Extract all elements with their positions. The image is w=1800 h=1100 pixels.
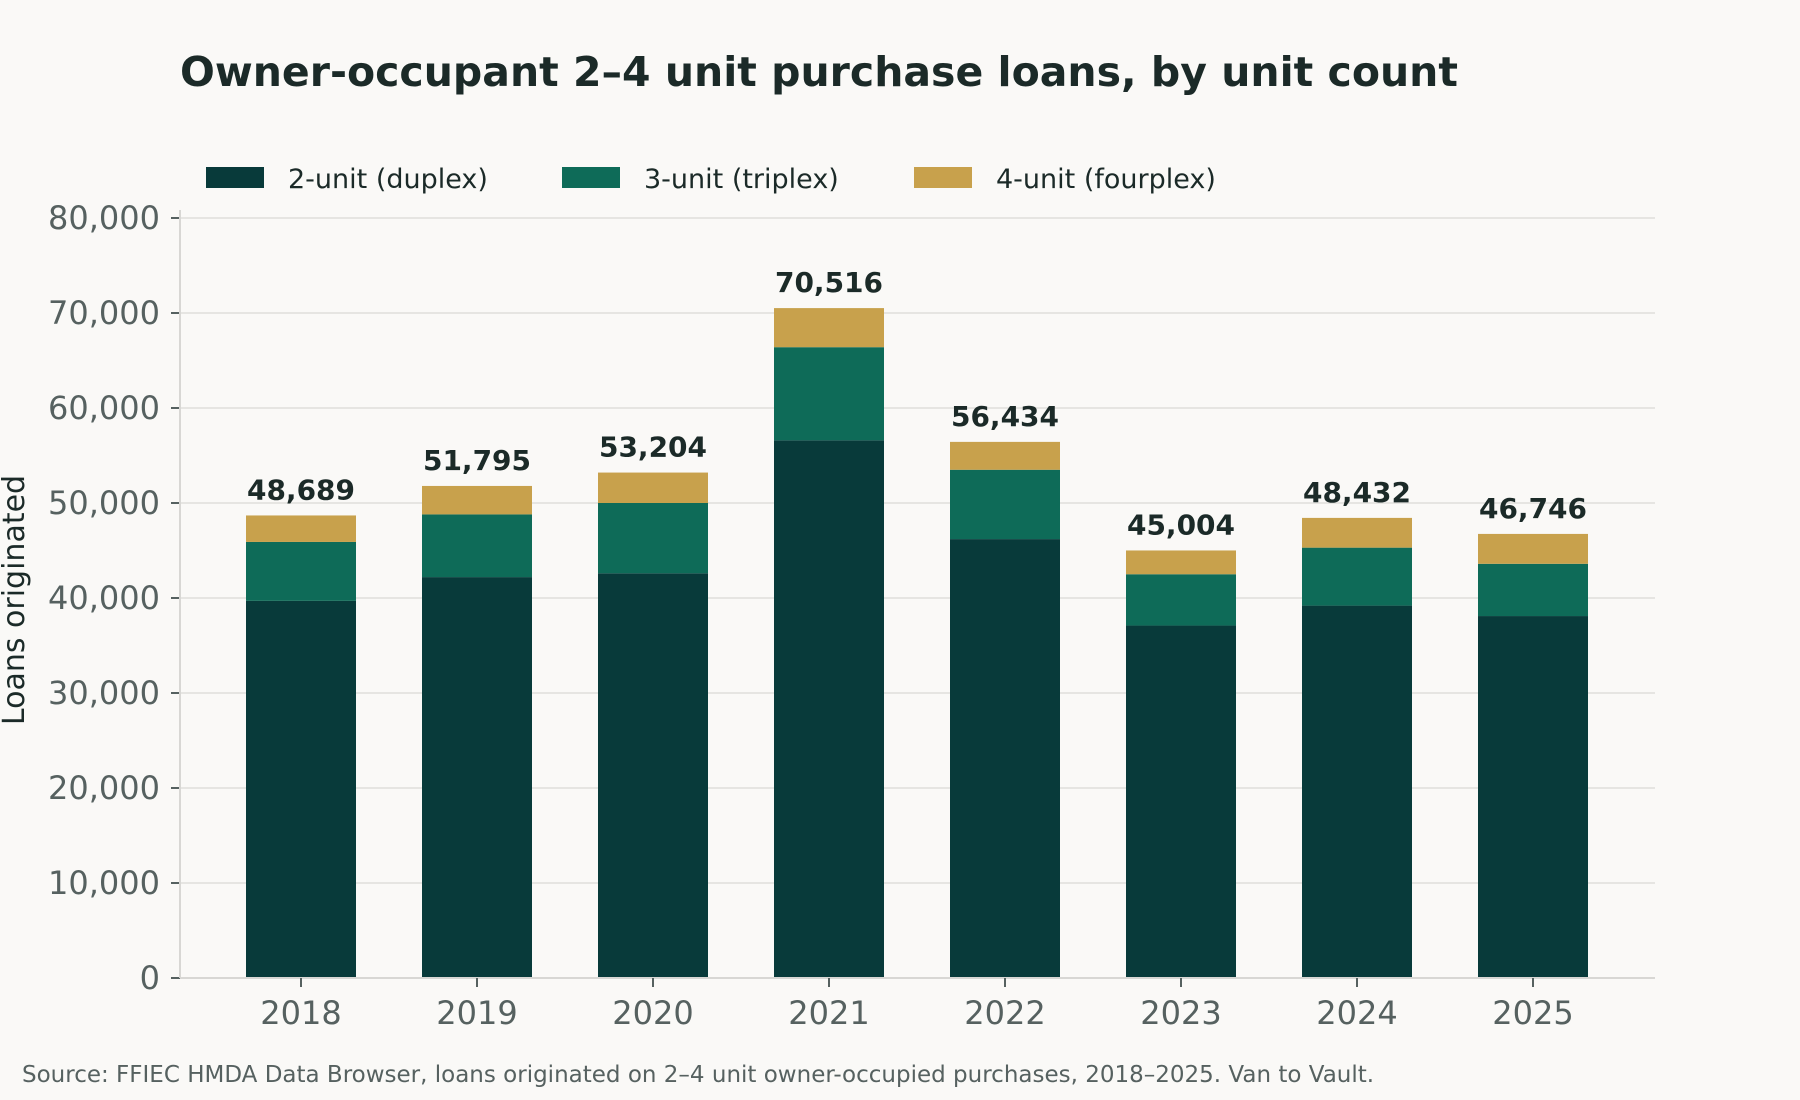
legend-swatch [914,167,972,188]
bar-segment-2018-series-1 [246,600,356,978]
bar-total-label: 48,689 [247,473,355,506]
legend: 2-unit (duplex) 3-unit (triplex) 4-unit (f… [206,164,1216,195]
x-tick-label: 2025 [1492,994,1573,1032]
bar-segment-2021-series-3 [774,308,884,348]
bar-segment-2025-series-3 [1478,533,1588,564]
legend-label: 2-unit (duplex) [288,164,488,195]
y-axis: 0 10,000 20,000 30,000 40,000 50,000 60,000 70,… [48,199,181,997]
x-axis: 2018 2019 2020 2021 2022 2023 2024 2025 [180,977,1655,1032]
bar-segment-2022-series-3 [950,441,1060,470]
x-tick-label: 2021 [788,994,869,1032]
bar-segment-2020-series-1 [598,573,708,978]
x-tick-label: 2023 [1140,994,1221,1032]
bar-segment-2018-series-2 [246,541,356,601]
bar-segment-2024-series-2 [1302,547,1412,606]
legend-swatch [206,167,264,188]
bar-segment-2025-series-1 [1478,616,1588,978]
bar-segment-2024-series-3 [1302,517,1412,548]
bar-total-label: 70,516 [775,266,883,299]
bar-total-label: 51,795 [423,444,531,477]
x-tick-label: 2022 [964,994,1045,1032]
bar-total-label: 56,434 [951,400,1059,433]
y-tick-label: 60,000 [48,389,160,427]
legend-label: 4-unit (fourplex) [996,164,1216,195]
bar-segment-2021-series-2 [774,347,884,441]
y-tick-label: 80,000 [48,199,160,237]
y-tick-label: 40,000 [48,579,160,617]
y-axis-label: Loans originated [0,475,32,725]
bar-total-label: 45,004 [1127,508,1235,541]
bar-segment-2020-series-3 [598,472,708,503]
x-tick-label: 2018 [260,994,341,1032]
bar-total-label: 46,746 [1479,492,1587,525]
bar-segment-2021-series-1 [774,440,884,978]
x-tick-label: 2020 [612,994,693,1032]
y-tick-label: 70,000 [48,294,160,332]
y-tick-label: 0 [140,959,160,997]
bars [246,308,1588,978]
legend-item-3: 4-unit (fourplex) [914,164,1216,195]
bar-segment-2018-series-3 [246,515,356,542]
bar-segment-2023-series-1 [1126,625,1236,978]
legend-label: 3-unit (triplex) [644,164,839,195]
bar-segment-2019-series-3 [422,485,532,515]
bar-total-label: 53,204 [599,431,707,464]
y-tick-label: 10,000 [48,864,160,902]
chart-title: Owner-occupant 2–4 unit purchase loans, … [180,48,1458,96]
legend-item-2: 3-unit (triplex) [562,164,839,195]
legend-item-1: 2-unit (duplex) [206,164,488,195]
legend-swatch [562,167,620,188]
bar-segment-2020-series-2 [598,503,708,574]
bar-segment-2025-series-2 [1478,563,1588,617]
bar-segment-2023-series-2 [1126,574,1236,626]
bar-segment-2023-series-3 [1126,550,1236,575]
bar-segment-2019-series-1 [422,577,532,978]
bar-segment-2022-series-2 [950,469,1060,540]
gridlines [180,217,1655,884]
bar-total-labels: 48,689 51,795 53,204 70,516 56,434 45,004 48,4… [247,266,1587,541]
x-tick-label: 2019 [436,994,517,1032]
bar-segment-2024-series-1 [1302,605,1412,978]
bar-segment-2022-series-1 [950,539,1060,978]
bar-total-label: 48,432 [1303,476,1411,509]
bar-segment-2019-series-2 [422,514,532,578]
x-tick-label: 2024 [1316,994,1397,1032]
source-note: Source: FFIEC HMDA Data Browser, loans o… [22,1062,1374,1088]
y-tick-label: 20,000 [48,769,160,807]
y-tick-label: 50,000 [48,484,160,522]
y-tick-label: 30,000 [48,674,160,712]
